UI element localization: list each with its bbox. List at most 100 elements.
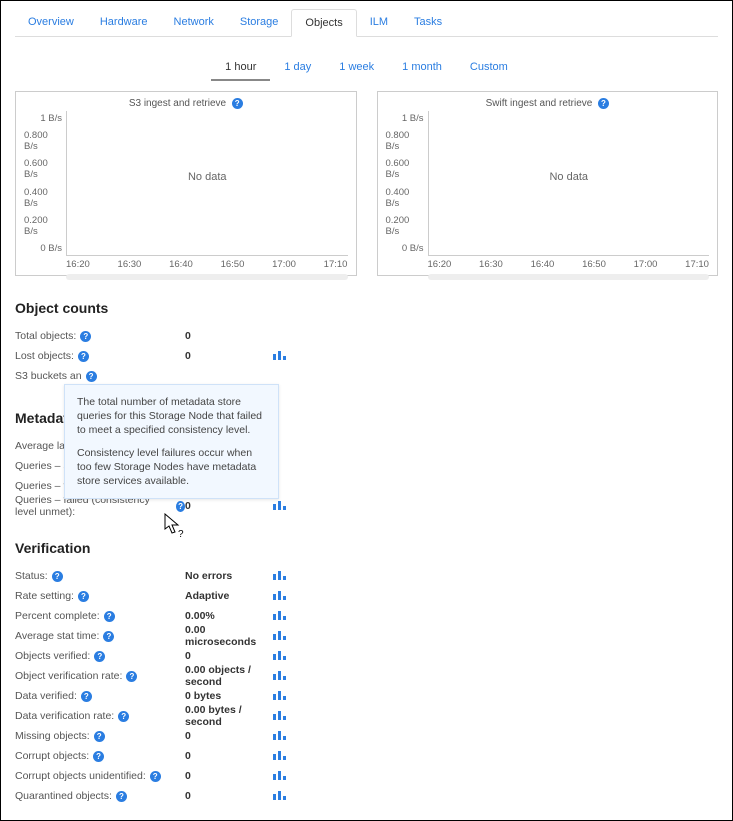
bar-chart-icon[interactable] bbox=[273, 629, 286, 643]
metric-row: Rate setting:?Adaptive bbox=[15, 586, 718, 606]
bar-chart-icon[interactable] bbox=[273, 769, 286, 783]
metric-value: 0 bbox=[185, 500, 273, 512]
time-tab-custom[interactable]: Custom bbox=[456, 55, 522, 81]
tab-network[interactable]: Network bbox=[161, 9, 227, 36]
time-tab-1-month[interactable]: 1 month bbox=[388, 55, 456, 81]
help-icon[interactable]: ? bbox=[176, 501, 185, 512]
help-icon[interactable]: ? bbox=[103, 631, 114, 642]
bar-chart-icon[interactable] bbox=[273, 689, 286, 703]
tab-overview[interactable]: Overview bbox=[15, 9, 87, 36]
metric-row: Status:?No errors bbox=[15, 566, 718, 586]
chart-y-axis: 1 B/s0.800 B/s0.600 B/s0.400 B/s0.200 B/… bbox=[24, 111, 66, 256]
chart-plot-area: No data bbox=[428, 111, 710, 256]
help-icon[interactable]: ? bbox=[118, 711, 129, 722]
help-icon[interactable]: ? bbox=[598, 98, 609, 109]
metric-value: No errors bbox=[185, 570, 273, 582]
chart-y-axis: 1 B/s0.800 B/s0.600 B/s0.400 B/s0.200 B/… bbox=[386, 111, 428, 256]
x-tick: 16:30 bbox=[479, 259, 503, 270]
chart-x-axis: 16:2016:3016:4016:5017:0017:10 bbox=[428, 256, 710, 270]
tooltip-text: The total number of metadata store queri… bbox=[77, 395, 266, 438]
x-tick: 16:20 bbox=[66, 259, 90, 270]
metric-row: Corrupt objects:?0 bbox=[15, 746, 718, 766]
help-tooltip: The total number of metadata store queri… bbox=[64, 384, 279, 499]
x-tick: 17:00 bbox=[634, 259, 658, 270]
bar-chart-icon[interactable] bbox=[273, 789, 286, 803]
help-icon[interactable]: ? bbox=[93, 751, 104, 762]
help-icon[interactable]: ? bbox=[78, 351, 89, 362]
metric-label: Total objects:? bbox=[15, 330, 185, 342]
y-tick: 0 B/s bbox=[40, 243, 62, 254]
metric-row: Data verified:?0 bytes bbox=[15, 686, 718, 706]
bar-chart-icon[interactable] bbox=[273, 589, 286, 603]
chart-no-data: No data bbox=[429, 171, 710, 183]
help-icon[interactable]: ? bbox=[81, 691, 92, 702]
chart-title: Swift ingest and retrieve ? bbox=[386, 98, 710, 109]
tab-ilm[interactable]: ILM bbox=[357, 9, 401, 36]
metric-value: 0 bbox=[185, 730, 273, 742]
help-icon[interactable]: ? bbox=[126, 671, 137, 682]
time-tab-1-hour[interactable]: 1 hour bbox=[211, 55, 270, 81]
y-tick: 0.200 B/s bbox=[386, 215, 424, 237]
x-tick: 16:40 bbox=[169, 259, 193, 270]
help-icon[interactable]: ? bbox=[80, 331, 91, 342]
y-tick: 0.400 B/s bbox=[386, 187, 424, 209]
help-icon[interactable]: ? bbox=[104, 611, 115, 622]
help-icon[interactable]: ? bbox=[150, 771, 161, 782]
bar-chart-icon[interactable] bbox=[273, 749, 286, 763]
y-tick: 0.600 B/s bbox=[386, 158, 424, 180]
section-header-verification: Verification bbox=[15, 540, 718, 556]
charts-row: S3 ingest and retrieve ? 1 B/s0.800 B/s0… bbox=[15, 91, 718, 276]
metric-value: 0 bbox=[185, 330, 273, 342]
x-tick: 16:30 bbox=[118, 259, 142, 270]
time-tab-1-week[interactable]: 1 week bbox=[325, 55, 388, 81]
time-range-tabs: 1 hour1 day1 week1 monthCustom bbox=[15, 55, 718, 81]
bar-chart-icon[interactable] bbox=[273, 649, 286, 663]
tab-storage[interactable]: Storage bbox=[227, 9, 292, 36]
bar-chart-icon[interactable] bbox=[273, 569, 286, 583]
help-icon[interactable]: ? bbox=[94, 651, 105, 662]
bar-chart-icon[interactable] bbox=[273, 609, 286, 623]
x-tick: 16:20 bbox=[428, 259, 452, 270]
metric-label: Average stat time:? bbox=[15, 630, 185, 642]
help-icon[interactable]: ? bbox=[232, 98, 243, 109]
metric-value: 0 bbox=[185, 790, 273, 802]
metric-value: 0.00 microseconds bbox=[185, 624, 273, 648]
metric-label: Objects verified:? bbox=[15, 650, 185, 662]
chart-scroll[interactable] bbox=[66, 274, 348, 280]
x-tick: 16:40 bbox=[531, 259, 555, 270]
tab-tasks[interactable]: Tasks bbox=[401, 9, 455, 36]
metric-label: S3 buckets an? bbox=[15, 370, 185, 382]
help-icon[interactable]: ? bbox=[52, 571, 63, 582]
chart-scroll[interactable] bbox=[428, 274, 710, 280]
bar-chart-icon[interactable] bbox=[273, 669, 286, 683]
y-tick: 1 B/s bbox=[402, 113, 424, 124]
metric-label: Rate setting:? bbox=[15, 590, 185, 602]
tab-objects[interactable]: Objects bbox=[291, 9, 356, 37]
time-tab-1-day[interactable]: 1 day bbox=[270, 55, 325, 81]
svg-text:?: ? bbox=[178, 529, 184, 539]
bar-chart-icon[interactable] bbox=[273, 499, 286, 513]
metric-row: Average stat time:?0.00 microseconds bbox=[15, 626, 718, 646]
help-icon[interactable]: ? bbox=[78, 591, 89, 602]
metric-label: Corrupt objects unidentified:? bbox=[15, 770, 185, 782]
metric-row: Corrupt objects unidentified:?0 bbox=[15, 766, 718, 786]
metric-label: Missing objects:? bbox=[15, 730, 185, 742]
help-icon[interactable]: ? bbox=[86, 371, 97, 382]
x-tick: 17:10 bbox=[324, 259, 348, 270]
help-icon[interactable]: ? bbox=[94, 731, 105, 742]
metric-value: 0 bbox=[185, 750, 273, 762]
metric-value: 0.00% bbox=[185, 610, 273, 622]
metric-value: 0 bbox=[185, 770, 273, 782]
chart-plot-area: No data bbox=[66, 111, 348, 256]
metric-label: Data verified:? bbox=[15, 690, 185, 702]
y-tick: 0 B/s bbox=[402, 243, 424, 254]
bar-chart-icon[interactable] bbox=[273, 729, 286, 743]
main-tabs: OverviewHardwareNetworkStorageObjectsILM… bbox=[15, 9, 718, 37]
help-icon[interactable]: ? bbox=[116, 791, 127, 802]
tab-hardware[interactable]: Hardware bbox=[87, 9, 161, 36]
bar-chart-icon[interactable] bbox=[273, 349, 286, 363]
bar-chart-icon[interactable] bbox=[273, 709, 286, 723]
metric-row: Total objects:?0 bbox=[15, 326, 718, 346]
metric-row: Missing objects:?0 bbox=[15, 726, 718, 746]
metric-value: 0.00 objects / second bbox=[185, 664, 273, 688]
